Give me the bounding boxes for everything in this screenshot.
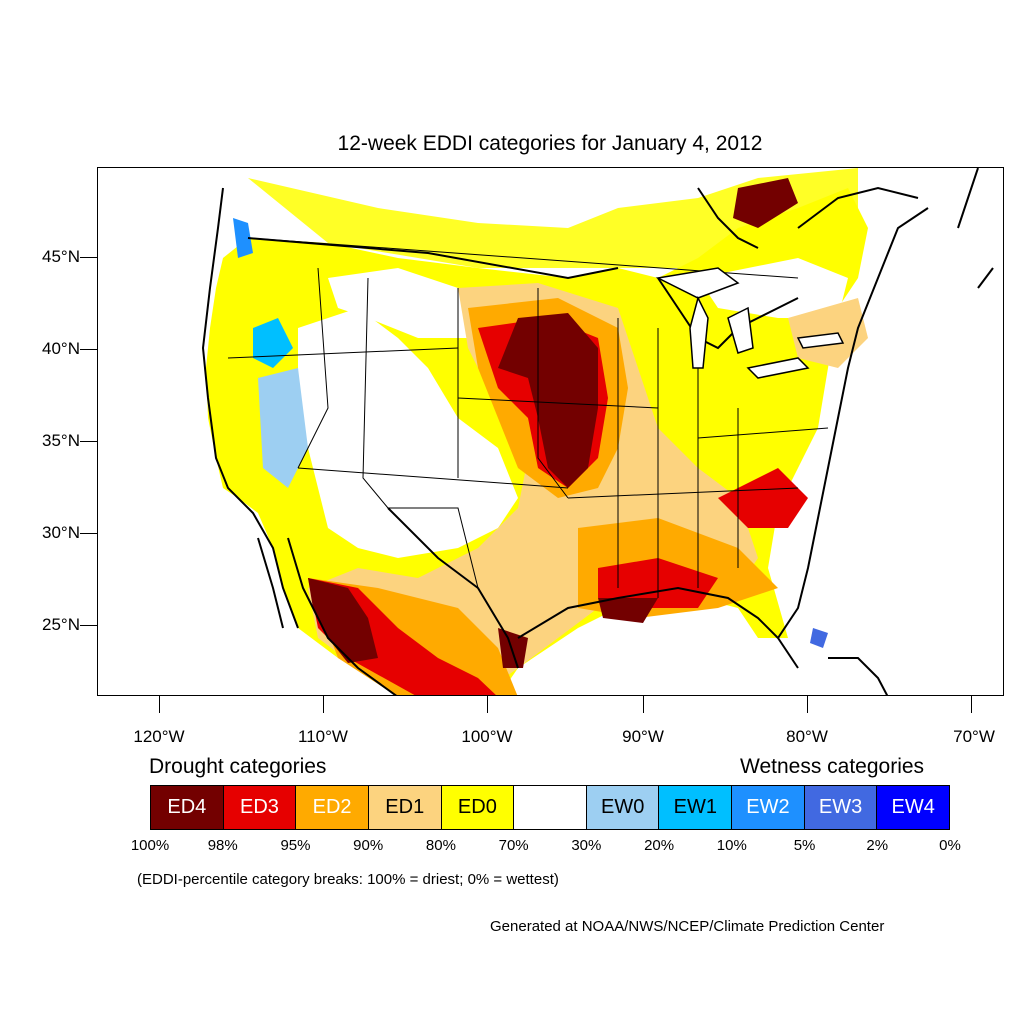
- lat-tick: [80, 625, 97, 626]
- lon-label-100: 100°W: [461, 727, 513, 746]
- ew-nevada: [258, 368, 308, 488]
- legend-swatch-ed0: ED0: [441, 786, 515, 829]
- legend-swatch-ew4: EW4: [877, 786, 950, 829]
- percentile-label: 0%: [939, 837, 961, 854]
- percentile-label: 98%: [207, 837, 238, 854]
- ed4-quebec: [733, 178, 798, 228]
- lat-label-45: 45°N: [42, 247, 80, 266]
- category-note: (EDDI-percentile category breaks: 100% =…: [137, 871, 559, 888]
- lon-label-80: 80°W: [786, 727, 828, 746]
- legend-swatch-ew0: EW0: [586, 786, 660, 829]
- normal-west: [298, 308, 518, 558]
- legend-swatch-normal: [514, 786, 587, 829]
- lat-label-30: 30°N: [42, 523, 80, 542]
- ed4-midwest: [498, 313, 598, 488]
- lon-label-90: 90°W: [622, 727, 664, 746]
- percentile-label: 20%: [644, 837, 675, 854]
- percentile-label: 80%: [425, 837, 456, 854]
- legend-colorbar: ED4 ED3 ED2 ED1 ED0 EW0 EW1 EW2 EW3 EW4: [150, 785, 950, 830]
- lat-label-40: 40°N: [42, 339, 80, 358]
- lon-tick: [159, 696, 160, 713]
- ed4-louisiana: [598, 598, 658, 623]
- lon-tick: [643, 696, 644, 713]
- normal-north: [328, 268, 498, 338]
- percentile-label: 2%: [866, 837, 889, 854]
- percentile-label: 70%: [498, 837, 529, 854]
- ed4-mexico: [308, 578, 378, 663]
- lon-label-110: 110°W: [298, 727, 348, 746]
- percentile-label: 10%: [716, 837, 747, 854]
- state-borders: [227, 237, 829, 598]
- lon-tick: [323, 696, 324, 713]
- lon-label-70: 70°W: [953, 727, 995, 746]
- lon-tick: [807, 696, 808, 713]
- ew-florida: [810, 628, 828, 648]
- lon-tick: [971, 696, 972, 713]
- map-frame: [97, 167, 1004, 696]
- lon-tick: [487, 696, 488, 713]
- legend-swatch-ew1: EW1: [659, 786, 733, 829]
- coastlines: [201, 168, 994, 695]
- lat-tick: [80, 533, 97, 534]
- percentile-label: 30%: [571, 837, 602, 854]
- legend-swatch-ed4: ED4: [151, 786, 224, 829]
- percentile-label: 95%: [280, 837, 311, 854]
- ew-washington: [233, 218, 253, 258]
- lat-tick: [80, 349, 97, 350]
- lakes: [655, 267, 845, 379]
- ed1-northeast: [788, 298, 868, 368]
- drought-map: [98, 168, 1003, 695]
- wetness-heading: Wetness categories: [740, 755, 925, 778]
- ed4-texas-coast: [498, 628, 528, 668]
- canada-band: [248, 168, 858, 268]
- ed3-southeast: [718, 468, 808, 528]
- legend-swatch-ew2: EW2: [732, 786, 805, 829]
- lon-label-120: 120°W: [133, 727, 185, 746]
- percentile-label: 5%: [793, 837, 816, 854]
- legend-swatch-ew3: EW3: [804, 786, 878, 829]
- chart-title: 12-week EDDI categories for January 4, 2…: [337, 132, 763, 155]
- legend-swatch-ed1: ED1: [368, 786, 442, 829]
- lat-tick: [80, 257, 97, 258]
- drought-heading: Drought categories: [149, 755, 327, 778]
- lat-label-35: 35°N: [42, 431, 80, 450]
- legend-swatch-ed2: ED2: [296, 786, 369, 829]
- lat-label-25: 25°N: [42, 615, 80, 634]
- credit-line: Generated at NOAA/NWS/NCEP/Climate Predi…: [490, 918, 885, 935]
- lat-tick: [80, 441, 97, 442]
- percentile-label: 90%: [353, 837, 384, 854]
- percentile-label: 100%: [130, 837, 170, 854]
- legend-swatch-ed3: ED3: [223, 786, 297, 829]
